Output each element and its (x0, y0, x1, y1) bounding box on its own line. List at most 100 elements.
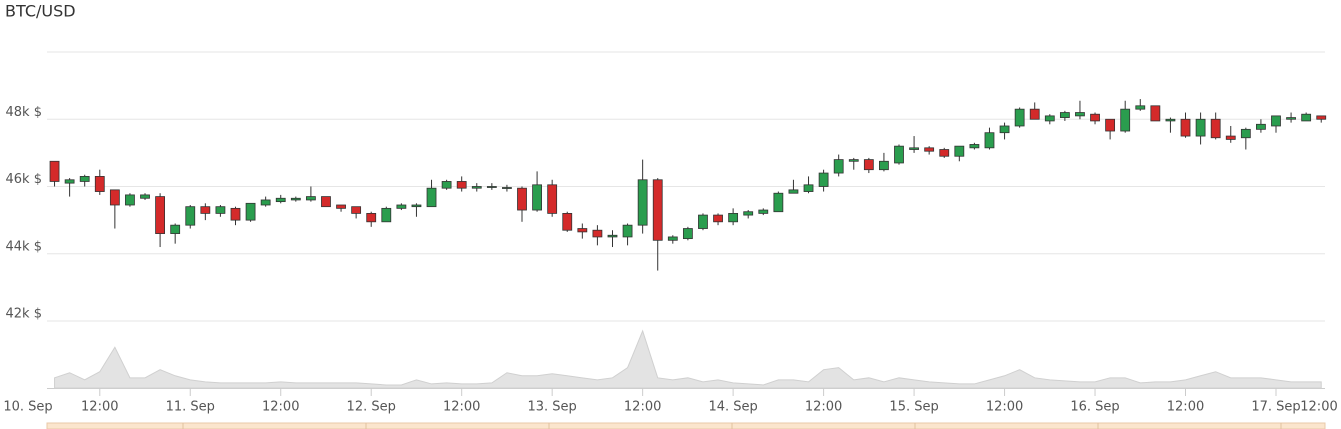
candle-body (682, 228, 693, 240)
candle-body (1286, 117, 1296, 120)
candle-body (1090, 113, 1100, 122)
candle-body (818, 172, 829, 187)
candle-body (426, 187, 437, 208)
candle-body (336, 204, 346, 209)
candle-body (140, 194, 150, 199)
x-tick-label: 12:00 (443, 400, 480, 415)
candle-body (1225, 135, 1236, 140)
candle-body (879, 160, 889, 171)
x-tick-label: 12:00 (805, 400, 842, 415)
x-tick-label: 12:00 (262, 400, 299, 415)
candle-body (411, 204, 422, 208)
candle-body (577, 228, 588, 233)
candle-body (607, 234, 618, 238)
y-tick-label: 48k $ (6, 105, 42, 120)
candle-body (185, 206, 196, 226)
candle-body (984, 132, 995, 149)
candle-body (1180, 118, 1191, 137)
navigator (46, 422, 1326, 429)
candle-body (1044, 115, 1055, 122)
candle-body (713, 214, 723, 223)
candle-body (245, 202, 256, 221)
candle-body (200, 206, 211, 214)
candle-body (64, 179, 75, 184)
x-tick-label: 12:00 (986, 400, 1023, 415)
candle-body (1029, 108, 1040, 120)
candle-body (547, 184, 558, 214)
candle-body (396, 204, 407, 209)
candle-body (1210, 118, 1221, 139)
candle-body (637, 179, 648, 226)
candle-body (366, 212, 377, 223)
x-tick-label: 12:00 (81, 400, 118, 415)
x-tick-label: 10. Sep (3, 400, 52, 415)
candle-body (1059, 112, 1070, 118)
candle-body (758, 209, 769, 214)
candle-body (230, 207, 241, 221)
candle-body (999, 125, 1010, 134)
x-tick-label: 13. Sep (528, 400, 577, 415)
candle-body (1120, 108, 1131, 132)
x-tick-label: 12:00 (1300, 400, 1337, 415)
volume-area (54, 329, 1322, 389)
chart-title: BTC/USD (5, 2, 76, 21)
candle-body (909, 147, 919, 150)
candle-body (1165, 118, 1176, 122)
candle-body (275, 197, 286, 203)
candle-body (592, 229, 603, 238)
candle-body (79, 176, 90, 182)
candle-body (969, 144, 980, 149)
x-tick-label: 17. Sep (1251, 400, 1300, 415)
candle-body (894, 145, 904, 164)
candle-body (1256, 123, 1266, 130)
candle-body (1105, 118, 1116, 132)
candle-body (456, 181, 467, 189)
candle-body (1240, 128, 1251, 139)
x-tick-label: 12:00 (1167, 400, 1204, 415)
candle-body (939, 149, 950, 157)
candle-body (1150, 105, 1161, 122)
candle-body (1014, 108, 1025, 127)
candle-body (1195, 118, 1206, 137)
candle-body (622, 224, 633, 238)
candle-body (1075, 112, 1085, 117)
x-tick-label: 14. Sep (708, 400, 757, 415)
candle-body (1316, 115, 1327, 120)
y-tick-label: 42k $ (6, 307, 42, 322)
candle-body (1301, 113, 1312, 122)
candle-body (924, 147, 935, 152)
candle-body (486, 186, 497, 188)
candle-body (290, 197, 301, 201)
candle-body (773, 192, 784, 213)
candle-body (532, 184, 542, 211)
candle-body (321, 196, 331, 208)
candle-body (698, 214, 708, 229)
x-tick-label: 15. Sep (889, 400, 938, 415)
candle-body (502, 187, 512, 189)
candle-body (441, 181, 452, 189)
candle-body (305, 196, 316, 201)
candle-body (351, 206, 362, 214)
candle-body (1135, 105, 1146, 110)
y-tick-label: 44k $ (6, 239, 42, 254)
candle-body (155, 196, 165, 234)
x-tick-label: 12:00 (624, 400, 661, 415)
candle-body (803, 184, 814, 192)
x-tick-label: 16. Sep (1070, 400, 1119, 415)
candle-body (94, 176, 105, 192)
candle-body (833, 159, 844, 174)
candle-body (954, 145, 965, 157)
candle-body (471, 186, 482, 189)
candle-body (863, 159, 874, 171)
candle-body (109, 189, 120, 206)
candle-body (743, 211, 754, 216)
candle-body (728, 212, 739, 223)
candle-body (667, 236, 678, 241)
candle-body (562, 212, 573, 231)
candle-body (215, 206, 226, 214)
candle-body (1271, 115, 1281, 127)
candle-body (788, 189, 799, 194)
x-tick-label: 11. Sep (166, 400, 215, 415)
candle-body (125, 194, 135, 206)
